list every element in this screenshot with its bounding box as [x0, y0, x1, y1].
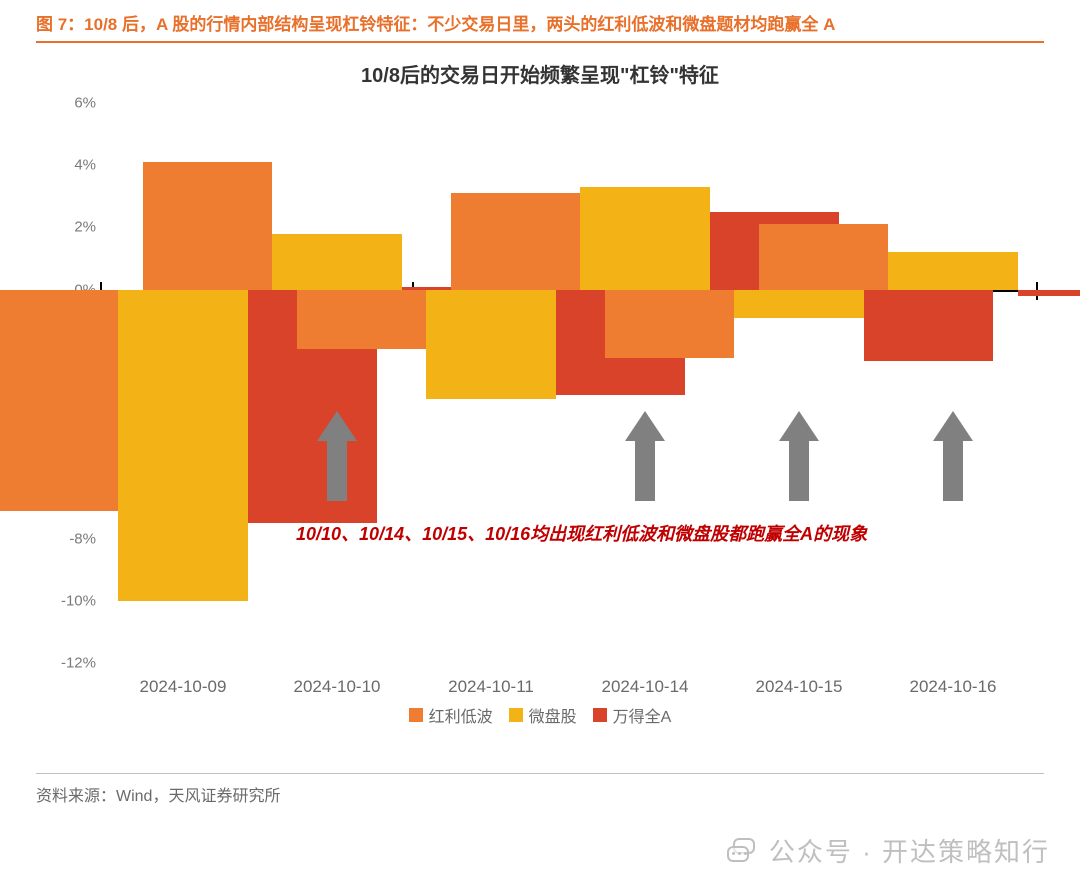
legend: 红利低波 微盘股 万得全A: [36, 703, 1044, 727]
wechat-icon: [727, 838, 757, 864]
watermark-text: 公众号 · 开达策略知行: [769, 832, 1050, 869]
bar: [605, 290, 734, 358]
legend-item: 万得全A: [593, 703, 672, 727]
legend-item: 微盘股: [509, 703, 577, 727]
legend-swatch: [509, 708, 523, 722]
bar: [580, 187, 709, 290]
annotation-text: 10/10、10/14、10/15、10/16均出现红利低波和微盘股都跑赢全A的…: [296, 520, 867, 546]
bar: [118, 290, 247, 601]
source-text: 资料来源：Wind，天风证券研究所: [0, 774, 1080, 806]
up-arrow-icon: [317, 411, 357, 501]
up-arrow-icon: [933, 411, 973, 501]
chart-container: 10/8后的交易日开始频繁呈现"杠铃"特征 6%4%2%0%-2%-4%-6%-…: [36, 53, 1044, 773]
legend-label: 万得全A: [613, 703, 672, 727]
legend-swatch: [409, 708, 423, 722]
legend-label: 微盘股: [529, 703, 577, 727]
y-tick-label: -12%: [46, 655, 96, 672]
bar: [1018, 290, 1080, 296]
legend-label: 红利低波: [429, 703, 493, 727]
x-tick-label: 2024-10-09: [140, 677, 227, 697]
up-arrow-icon: [779, 411, 819, 501]
plot-area: 6%4%2%0%-2%-4%-6%-8%-10%-12%2024-10-0920…: [106, 103, 1030, 663]
chart-title: 10/8后的交易日开始频繁呈现"杠铃"特征: [36, 53, 1044, 88]
y-tick-label: 4%: [46, 157, 96, 174]
x-tick-label: 2024-10-16: [910, 677, 997, 697]
bar: [759, 224, 888, 289]
bar: [888, 252, 1017, 289]
bar: [864, 290, 993, 362]
bar: [272, 234, 401, 290]
up-arrow-icon: [625, 411, 665, 501]
watermark: 公众号 · 开达策略知行: [727, 832, 1050, 869]
figure-caption: 图 7：10/8 后，A 股的行情内部结构呈现杠铃特征：不少交易日里，两头的红利…: [0, 0, 1080, 41]
x-tick-label: 2024-10-10: [294, 677, 381, 697]
x-tick-label: 2024-10-15: [756, 677, 843, 697]
bar: [297, 290, 426, 349]
bar: [734, 290, 863, 318]
x-tick-label: 2024-10-11: [448, 677, 534, 697]
y-tick-label: -10%: [46, 592, 96, 609]
legend-swatch: [593, 708, 607, 722]
y-tick-label: 6%: [46, 95, 96, 112]
x-tick-label: 2024-10-14: [602, 677, 689, 697]
bar: [451, 193, 580, 289]
y-tick-label: 2%: [46, 219, 96, 236]
bar: [143, 162, 272, 290]
y-tick-label: -8%: [46, 530, 96, 547]
legend-item: 红利低波: [409, 703, 493, 727]
bar: [426, 290, 555, 399]
bar: [0, 290, 118, 511]
header-rule: [36, 41, 1044, 43]
